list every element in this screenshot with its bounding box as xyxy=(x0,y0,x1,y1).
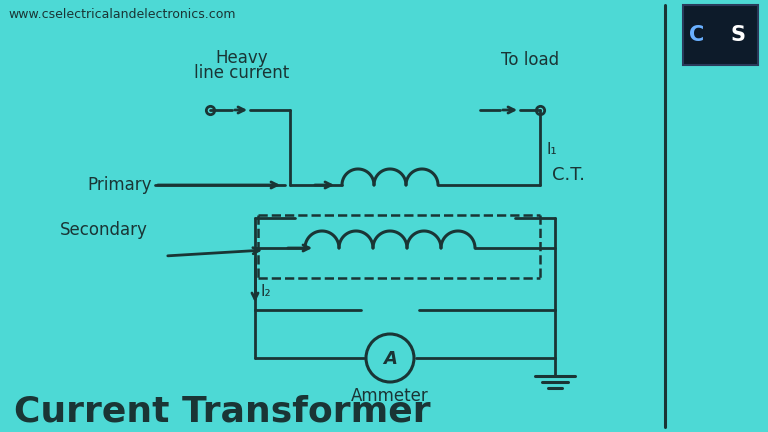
Text: Secondary: Secondary xyxy=(60,221,148,239)
Text: I₂: I₂ xyxy=(261,285,272,299)
Text: Primary: Primary xyxy=(88,176,152,194)
Text: Current Transformer: Current Transformer xyxy=(14,395,431,429)
Text: line current: line current xyxy=(194,64,290,82)
Text: To load: To load xyxy=(501,51,559,69)
Text: C.T.: C.T. xyxy=(552,166,585,184)
Text: C: C xyxy=(690,25,704,45)
Text: www.cselectricalandelectronics.com: www.cselectricalandelectronics.com xyxy=(8,7,236,20)
Text: S: S xyxy=(730,25,746,45)
Text: I₁: I₁ xyxy=(547,143,558,158)
FancyBboxPatch shape xyxy=(683,5,758,65)
Text: A: A xyxy=(383,350,397,368)
Text: Ammeter: Ammeter xyxy=(351,387,429,405)
Text: Heavy: Heavy xyxy=(216,49,268,67)
